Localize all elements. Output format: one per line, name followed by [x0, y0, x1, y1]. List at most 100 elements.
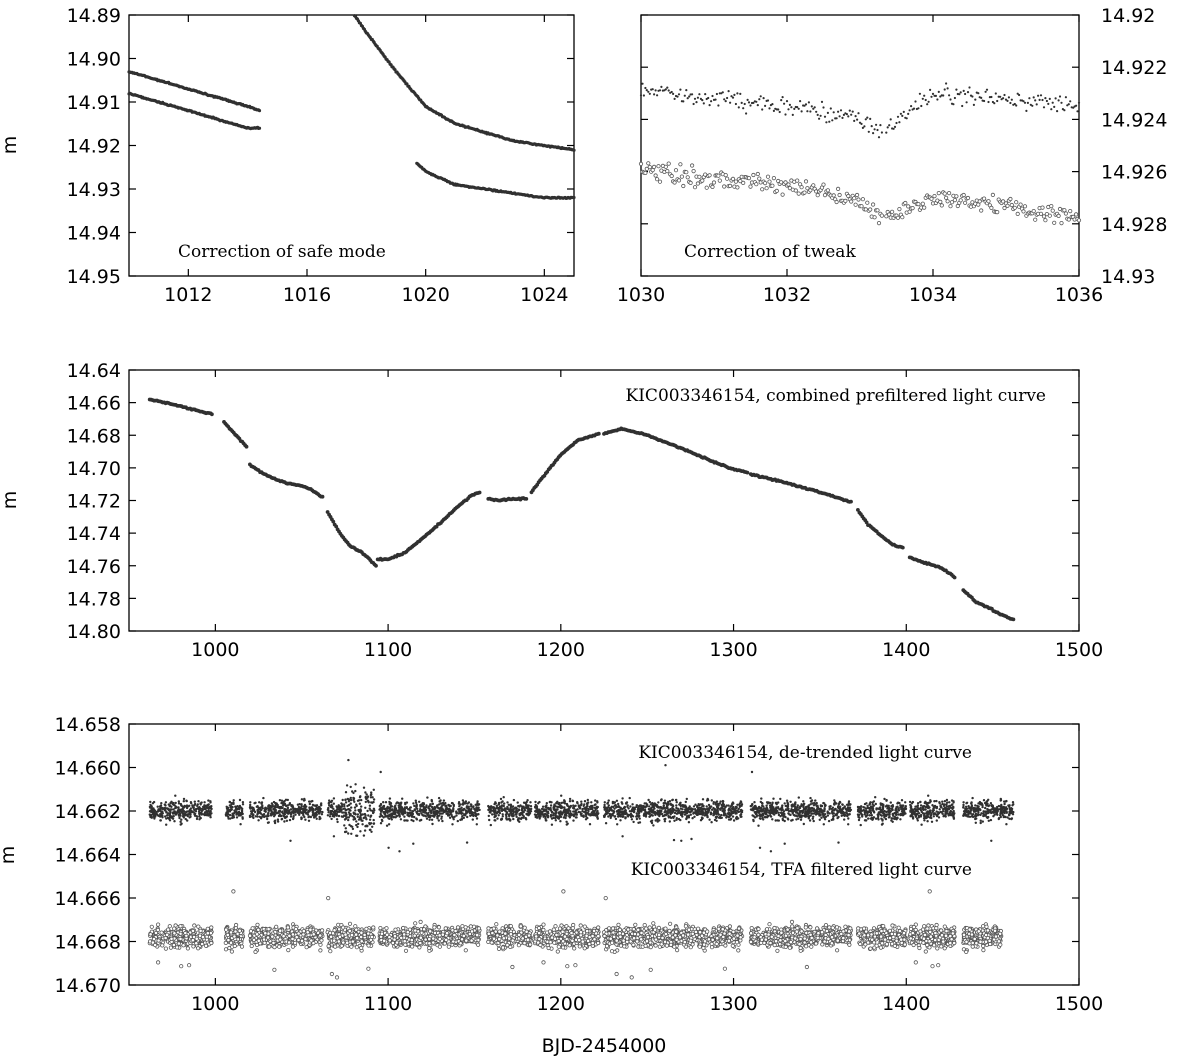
data-point	[629, 805, 632, 808]
data-point	[1038, 211, 1044, 216]
data-point	[797, 107, 800, 110]
data-point	[679, 801, 682, 804]
data-point	[766, 99, 770, 102]
data-point	[550, 823, 554, 826]
data-point	[688, 805, 691, 808]
data-point	[372, 818, 375, 822]
data-point	[854, 192, 860, 198]
data-point	[727, 183, 733, 188]
data-point	[612, 811, 615, 815]
data-point	[572, 195, 576, 200]
y-tick-label: 14.72	[67, 491, 121, 513]
data-point	[1005, 203, 1010, 208]
data-point	[153, 812, 156, 815]
data-point	[395, 802, 398, 805]
data-point	[692, 185, 698, 190]
data-point	[727, 90, 730, 93]
data-point	[171, 812, 175, 815]
data-point	[872, 215, 877, 220]
data-point	[538, 812, 542, 815]
data-point	[673, 168, 679, 173]
panel-combined-frame	[128, 369, 1080, 632]
data-point	[1076, 110, 1079, 113]
panel-combined-ylabel: m	[0, 491, 21, 510]
data-point	[667, 809, 670, 812]
data-point	[831, 193, 836, 198]
y-tick-label: 14.662	[55, 801, 121, 823]
data-point	[647, 798, 650, 802]
data-point	[283, 809, 286, 812]
data-point	[799, 100, 802, 103]
data-point	[663, 820, 667, 823]
data-point	[180, 818, 183, 821]
data-point	[584, 808, 587, 811]
data-point	[684, 808, 687, 811]
data-point	[710, 808, 714, 811]
x-tick-label: 1024	[520, 284, 568, 306]
data-point	[161, 812, 164, 815]
y-tick-label: 14.93	[1101, 266, 1155, 288]
data-point	[700, 816, 704, 819]
y-tick-label: 14.68	[67, 425, 121, 447]
data-point	[761, 108, 764, 111]
data-point	[675, 804, 678, 807]
data-point	[387, 823, 391, 826]
data-point	[253, 810, 257, 814]
data-point	[554, 819, 557, 822]
data-point	[671, 798, 674, 802]
data-point	[709, 813, 713, 816]
data-point	[606, 802, 609, 805]
data-point	[1040, 205, 1045, 210]
data-point	[1068, 209, 1073, 214]
data-point	[853, 119, 856, 122]
data-point	[179, 820, 182, 823]
x-tick-label: 1400	[882, 639, 930, 661]
data-point	[381, 819, 384, 823]
data-point	[517, 804, 520, 808]
data-point	[841, 116, 844, 119]
data-point	[749, 104, 752, 107]
data-point	[946, 87, 949, 90]
data-point	[1043, 218, 1048, 223]
panel-combined-annotation: KIC003346154, combined prefiltered light…	[626, 386, 1046, 406]
data-point	[654, 177, 660, 182]
data-point	[643, 802, 646, 805]
data-point	[822, 193, 828, 198]
data-point	[489, 823, 492, 827]
data-point	[803, 104, 806, 107]
data-point	[545, 802, 548, 805]
data-point	[587, 801, 590, 804]
data-point	[374, 563, 378, 568]
y-tick-label: 14.64	[67, 360, 121, 382]
panel-safe-mode-ylabel: m	[0, 136, 21, 155]
data-point	[962, 89, 965, 92]
data-point	[370, 830, 373, 833]
data-point	[733, 93, 736, 96]
data-point	[362, 816, 365, 820]
data-point	[931, 92, 935, 95]
data-point	[464, 809, 468, 812]
data-point	[802, 190, 807, 195]
data-point	[558, 803, 561, 806]
data-point	[682, 100, 685, 103]
data-point	[224, 813, 228, 816]
data-point	[962, 200, 968, 205]
data-point	[244, 444, 249, 449]
data-point	[684, 170, 689, 175]
data-point	[556, 808, 559, 811]
data-point	[476, 809, 479, 812]
data-point	[621, 835, 624, 838]
y-tick-label: 14.664	[55, 845, 121, 867]
data-point	[177, 800, 180, 803]
data-point	[524, 801, 527, 805]
data-point	[450, 809, 453, 813]
data-point	[512, 817, 515, 821]
panel-tweak-annotation: Correction of tweak	[684, 242, 856, 262]
data-point	[681, 804, 684, 807]
data-point	[465, 806, 469, 809]
data-point	[895, 121, 898, 125]
data-point	[361, 819, 364, 822]
data-point	[508, 814, 511, 818]
data-point	[241, 801, 245, 804]
data-point	[679, 88, 682, 91]
